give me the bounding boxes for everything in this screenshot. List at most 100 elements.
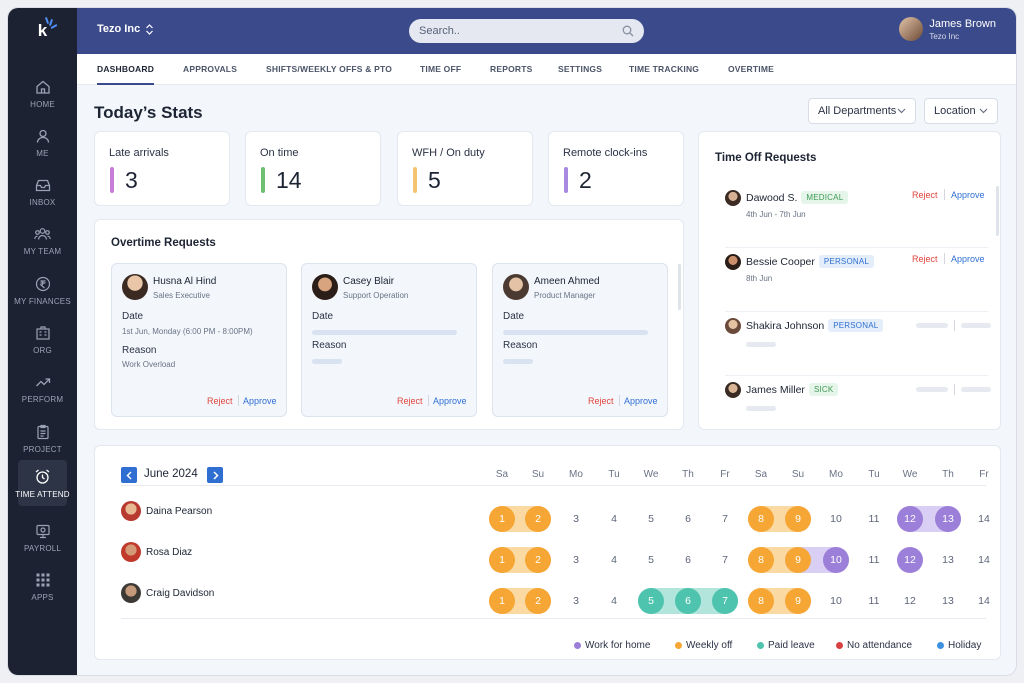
tab-shifts[interactable]: SHIFTS/WEEKLY OFFS & PTO: [266, 64, 393, 74]
calendar-day[interactable]: 13: [942, 554, 954, 566]
reject-button[interactable]: Reject: [207, 396, 233, 406]
calendar-day[interactable]: 6: [685, 554, 691, 566]
approve-button[interactable]: Approve: [624, 396, 658, 406]
approve-button[interactable]: Approve: [951, 254, 985, 264]
calendar-day[interactable]: 14: [978, 595, 990, 607]
sidebar-item-org[interactable]: ORG: [18, 316, 67, 362]
tab-time-off[interactable]: TIME OFF: [420, 64, 462, 74]
overtime-card[interactable]: Husna Al Hind Sales Executive Date 1st J…: [111, 263, 287, 417]
time-off-request-row[interactable]: James Miller SICK: [715, 376, 1004, 440]
reject-button[interactable]: Reject: [912, 254, 938, 264]
sidebar-item-perform[interactable]: PERFORM: [18, 365, 67, 411]
app-logo[interactable]: k: [8, 8, 77, 54]
sidebar-item-project[interactable]: PROJECT: [18, 415, 67, 461]
tab-dashboard[interactable]: DASHBOARD: [97, 54, 155, 85]
reject-button[interactable]: Reject: [397, 396, 423, 406]
calendar-day[interactable]: 8: [748, 588, 774, 614]
sidebar-item-my-team[interactable]: MY TEAM: [18, 217, 67, 263]
calendar-day[interactable]: 11: [868, 554, 880, 566]
stat-card-remote-clock-ins[interactable]: Remote clock-ins 2: [548, 131, 684, 206]
tab-reports[interactable]: REPORTS: [490, 64, 533, 74]
location-select[interactable]: Location: [924, 98, 998, 124]
legend-work-from-home: Work for home: [574, 640, 650, 651]
stat-card-wfh[interactable]: WFH / On duty 5: [397, 131, 533, 206]
calendar-day[interactable]: 6: [685, 513, 691, 525]
scrollbar[interactable]: [678, 264, 681, 310]
calendar-day[interactable]: 12: [897, 547, 923, 573]
calendar-day[interactable]: 3: [573, 513, 579, 525]
overtime-card[interactable]: Ameen Ahmed Product Manager Date Reason …: [492, 263, 668, 417]
calendar-day[interactable]: 13: [942, 595, 954, 607]
calendar-day[interactable]: 5: [648, 513, 654, 525]
calendar-day[interactable]: 1: [489, 506, 515, 532]
sidebar-item-my-finances[interactable]: MY FINANCES: [14, 267, 71, 313]
calendar-day[interactable]: 10: [830, 513, 842, 525]
calendar-day[interactable]: 12: [904, 595, 916, 607]
next-month-button[interactable]: [207, 467, 223, 483]
calendar-day[interactable]: 6: [675, 588, 701, 614]
calendar-day[interactable]: 1: [489, 547, 515, 573]
calendar-day[interactable]: 7: [712, 588, 738, 614]
user-menu[interactable]: James Brown Tezo Inc: [899, 17, 996, 41]
weekday-header: Su: [531, 469, 545, 480]
time-off-request-row[interactable]: Shakira Johnson PERSONAL: [715, 312, 1004, 376]
calendar-day[interactable]: 13: [935, 506, 961, 532]
approve-button[interactable]: Approve: [433, 396, 467, 406]
calendar-day[interactable]: 14: [978, 554, 990, 566]
sidebar-item-payroll[interactable]: PAYROLL: [18, 514, 67, 560]
calendar-day[interactable]: 8: [748, 547, 774, 573]
calendar-day[interactable]: 10: [830, 595, 842, 607]
reject-button[interactable]: Reject: [588, 396, 614, 406]
calendar-day[interactable]: 14: [978, 513, 990, 525]
sidebar-item-me[interactable]: ME: [18, 119, 67, 165]
search-input[interactable]: Search..: [409, 19, 644, 43]
department-select[interactable]: All Departments: [808, 98, 916, 124]
calendar-day[interactable]: 2: [525, 506, 551, 532]
calendar-day[interactable]: 4: [611, 595, 617, 607]
calendar-day[interactable]: 4: [611, 513, 617, 525]
calendar-day[interactable]: 3: [573, 595, 579, 607]
calendar-day[interactable]: 3: [573, 554, 579, 566]
calendar-day[interactable]: 10: [823, 547, 849, 573]
approve-button[interactable]: Approve: [951, 190, 985, 200]
calendar-day[interactable]: 9: [785, 588, 811, 614]
avatar: [725, 318, 741, 334]
avatar: [725, 382, 741, 398]
scrollbar[interactable]: [996, 186, 999, 236]
approve-button[interactable]: Approve: [243, 396, 277, 406]
calendar-day[interactable]: 11: [868, 595, 880, 607]
sidebar-item-inbox[interactable]: INBOX: [18, 168, 67, 214]
sidebar-item-time-attend[interactable]: TIME ATTEND: [15, 460, 70, 506]
leave-type-badge: PERSONAL: [818, 255, 875, 268]
time-off-request-row[interactable]: Dawood S. MEDICAL 4th Jun - 7th Jun Rejec…: [715, 184, 1004, 248]
calendar-day[interactable]: 5: [648, 554, 654, 566]
sidebar-item-apps[interactable]: APPS: [18, 563, 67, 609]
legend-dot: [937, 642, 944, 649]
calendar-day[interactable]: 7: [722, 554, 728, 566]
tab-settings[interactable]: SETTINGS: [558, 64, 603, 74]
calendar-day[interactable]: 9: [785, 506, 811, 532]
time-off-request-row[interactable]: Bessie Cooper PERSONAL 8th Jun Reject App…: [715, 248, 1004, 312]
tab-approvals[interactable]: APPROVALS: [183, 64, 238, 74]
requester-role: Support Operation: [343, 291, 409, 300]
calendar-day[interactable]: 1: [489, 588, 515, 614]
calendar-day[interactable]: 9: [785, 547, 811, 573]
overtime-card[interactable]: Casey Blair Support Operation Date Reaso…: [301, 263, 477, 417]
calendar-day[interactable]: 4: [611, 554, 617, 566]
stat-card-late-arrivals[interactable]: Late arrivals 3: [94, 131, 230, 206]
calendar-day[interactable]: 2: [525, 588, 551, 614]
tab-time-tracking[interactable]: TIME TRACKING: [629, 64, 700, 74]
stat-card-on-time[interactable]: On time 14: [245, 131, 381, 206]
calendar-day[interactable]: 7: [722, 513, 728, 525]
sidebar-item-home[interactable]: HOME: [18, 70, 67, 116]
reject-button[interactable]: Reject: [912, 190, 938, 200]
calendar-day[interactable]: 5: [638, 588, 664, 614]
calendar-day[interactable]: 8: [748, 506, 774, 532]
org-switcher[interactable]: Tezo Inc: [97, 23, 154, 35]
previous-month-button[interactable]: [121, 467, 137, 483]
calendar-day[interactable]: 11: [868, 513, 880, 525]
calendar-day[interactable]: 12: [897, 506, 923, 532]
calendar-day[interactable]: 2: [525, 547, 551, 573]
divider: [121, 618, 986, 619]
tab-overtime[interactable]: OVERTIME: [728, 64, 774, 74]
